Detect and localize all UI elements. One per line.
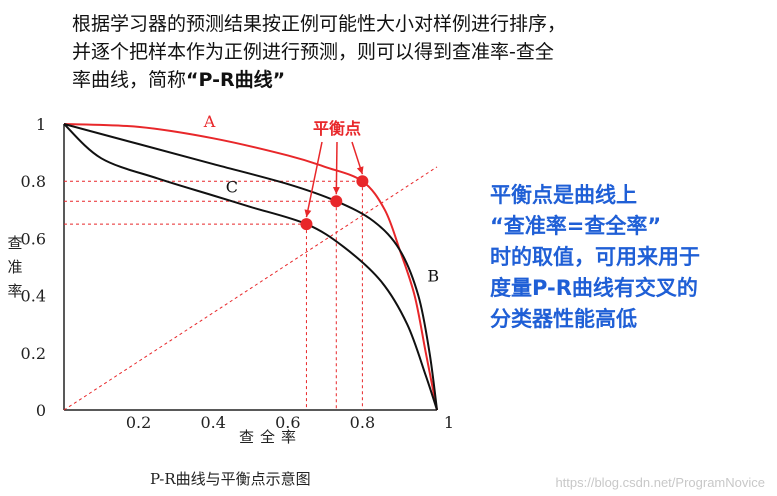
intro-line-3-prefix: 率曲线，简称 xyxy=(72,69,187,91)
y-axis-title-char: 查 xyxy=(7,234,22,252)
curve-label-c: C xyxy=(226,178,238,197)
annotation-arrow-1 xyxy=(335,141,338,195)
y-tick-label-5: 1 xyxy=(36,115,46,134)
x-tick-label-2: 0.4 xyxy=(200,413,225,432)
break-even-point-a xyxy=(356,175,369,188)
intro-line-3: 率曲线，简称“P-R曲线” xyxy=(72,66,772,94)
note-line-5: 分类器性能高低 xyxy=(490,307,637,331)
annotation-arrowhead-0 xyxy=(304,209,312,218)
break-even-point-c xyxy=(300,218,313,231)
chart-caption: P-R曲线与平衡点示意图 xyxy=(150,470,311,488)
x-tick-label-1: 0.2 xyxy=(126,413,151,432)
x-tick-label-4: 0.8 xyxy=(350,413,375,432)
x-tick-label-3: 0.6 xyxy=(275,413,300,432)
curve-label-a: A xyxy=(203,112,216,131)
intro-line-2: 并逐个把样本作为正例进行预测，则可以得到查准率-查全 xyxy=(72,41,554,63)
y-tick-label-4: 0.8 xyxy=(21,172,46,191)
x-tick-label-5: 1 xyxy=(444,413,454,432)
annotation-arrowhead-1 xyxy=(332,186,340,195)
y-axis-title-char: 准 xyxy=(7,258,22,276)
diagonal-line xyxy=(63,166,438,411)
watermark: https://blog.csdn.net/ProgramNovice xyxy=(555,475,765,490)
y-tick-label-1: 0.2 xyxy=(21,344,46,363)
break-even-explanation: 平衡点是曲线上 “查准率=查全率” 时的取值，可用来用于 度量P-R曲线有交叉的… xyxy=(490,180,775,335)
curve-b xyxy=(63,123,438,411)
annotation-arrow-0 xyxy=(305,141,323,218)
x-axis-title: 查全率 xyxy=(239,428,302,446)
note-line-1: 平衡点是曲线上 xyxy=(490,183,637,207)
y-tick-label-0: 0 xyxy=(36,401,46,420)
note-line-3: 时的取值，可用来用于 xyxy=(490,245,700,269)
note-line-4: 度量P-R曲线有交叉的 xyxy=(490,276,698,300)
note-line-2: “查准率=查全率” xyxy=(490,214,662,238)
pr-curve-term: “P-R曲线” xyxy=(186,69,286,91)
intro-line-1: 根据学习器的预测结果按正例可能性大小对样例进行排序， xyxy=(72,13,567,35)
y-tick-label-2: 0.4 xyxy=(21,287,46,306)
curve-label-b: B xyxy=(427,266,439,285)
curve-c xyxy=(63,123,438,411)
y-axis-title: 查准率 xyxy=(7,234,22,300)
break-even-label: 平衡点 xyxy=(313,119,361,138)
break-even-point-b xyxy=(330,195,343,208)
y-tick-label-3: 0.6 xyxy=(21,229,46,248)
y-axis-title-char: 率 xyxy=(7,282,22,300)
intro-text: 根据学习器的预测结果按正例可能性大小对样例进行排序， 并逐个把样本作为正例进行预… xyxy=(72,10,772,94)
annotation-arrowhead-2 xyxy=(356,166,364,175)
